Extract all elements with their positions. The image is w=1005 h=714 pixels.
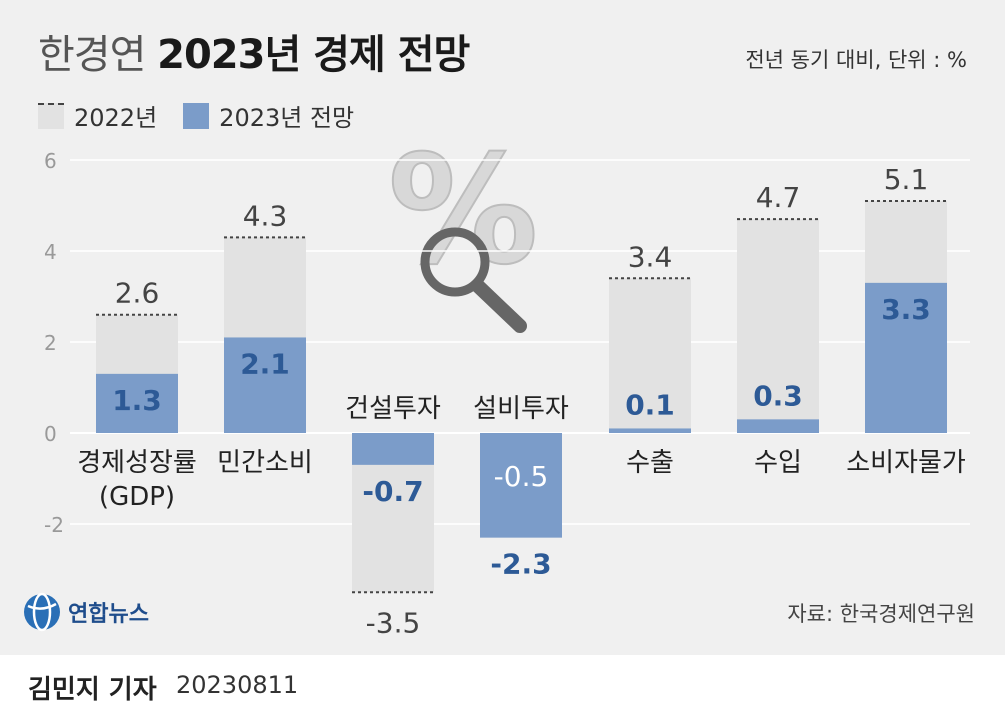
- chart-title: 한경연 2023년 경제 전망: [38, 22, 470, 80]
- value-label-2023: -0.7: [362, 475, 423, 508]
- category-label: 설비투자: [473, 394, 569, 424]
- value-label-2022: 5.1: [884, 163, 929, 196]
- unit-note: 전년 동기 대비, 단위 : %: [745, 48, 967, 72]
- footer: 김민지 기자 20230811: [0, 655, 1005, 714]
- source-note: 자료: 한국경제연구원: [787, 602, 975, 626]
- category-label: (GDP): [99, 482, 175, 512]
- value-label-2023: 1.3: [112, 384, 162, 417]
- yonhap-logo: 연합뉴스: [22, 592, 149, 632]
- value-label-2023: 3.3: [881, 293, 931, 326]
- category-label: 수입: [754, 448, 802, 478]
- globe-logo-icon: [24, 592, 60, 632]
- value-label-2022: 4.3: [243, 199, 288, 232]
- bar-2023: [480, 433, 562, 538]
- value-label-2022: 2.6: [115, 277, 160, 310]
- y-tick-label: 0: [44, 422, 57, 446]
- legend-label-2023: 2023년 전망: [219, 104, 355, 132]
- legend-swatch-2023: [183, 102, 210, 129]
- reporter-name: 김민지 기자: [28, 675, 157, 705]
- value-label-2022: -0.5: [494, 460, 549, 493]
- legend: 2022년 2023년 전망: [38, 98, 354, 133]
- value-label-2022: -3.5: [366, 606, 421, 639]
- bar-2023: [865, 282, 947, 433]
- bar-2023: [96, 373, 178, 433]
- value-label-2023: 2.1: [240, 347, 290, 380]
- title-main: 2023년 경제 전망: [157, 32, 470, 78]
- y-tick-label: -2: [44, 513, 64, 537]
- bar-2023: [609, 428, 691, 433]
- category-label: 소비자물가: [846, 448, 966, 478]
- percent-magnifier-icon: %: [387, 123, 539, 333]
- bar-chart: % 6 4 2 0 -2 2.6 1.3 경제성장률 (GDP) 4.3 2.1 민간소비 -3.5 -…: [44, 123, 970, 639]
- category-label: 건설투자: [345, 394, 441, 424]
- logo-text: 연합뉴스: [68, 602, 149, 627]
- svg-text:%: %: [388, 124, 538, 298]
- bar-2023: [224, 337, 306, 433]
- y-tick-label: 6: [44, 149, 57, 173]
- category-label: 수출: [626, 448, 674, 478]
- bar-2022: [609, 278, 691, 433]
- value-label-2023: -2.3: [490, 548, 551, 581]
- y-tick-label: 4: [44, 240, 57, 264]
- value-label-2022: 4.7: [756, 181, 801, 214]
- bar-2023: [737, 419, 819, 433]
- value-label-2023: 0.3: [753, 379, 803, 412]
- category-label: 경제성장률: [77, 448, 197, 478]
- bar-2022: [737, 219, 819, 433]
- legend-swatch-2022: [38, 102, 64, 129]
- category-label: 민간소비: [217, 448, 313, 478]
- value-label-2022: 3.4: [628, 240, 673, 273]
- value-label-2023: 0.1: [625, 388, 675, 421]
- bar-2023: [352, 433, 434, 465]
- title-prefix: 한경연: [38, 32, 146, 78]
- y-tick-label: 2: [44, 331, 57, 355]
- publish-date: 20230811: [176, 671, 299, 699]
- legend-label-2022: 2022년: [74, 104, 158, 132]
